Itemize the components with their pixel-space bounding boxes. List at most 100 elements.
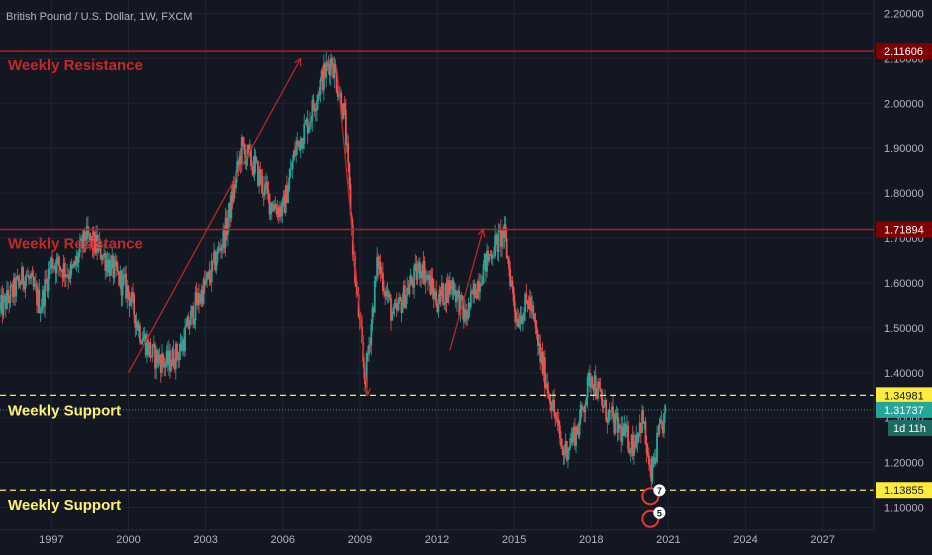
candle-body bbox=[210, 260, 213, 283]
price-tick-label: 1.60000 bbox=[884, 278, 924, 290]
candle-body bbox=[126, 285, 129, 299]
candle-body bbox=[56, 256, 59, 259]
candle-body bbox=[421, 271, 424, 279]
candle-body bbox=[496, 234, 499, 252]
weekly-support-high-price-box bbox=[876, 387, 932, 404]
candle-body bbox=[24, 276, 27, 290]
candle-body bbox=[429, 274, 432, 295]
candle-body bbox=[0, 294, 3, 306]
candle-body bbox=[406, 287, 409, 296]
candle-body bbox=[275, 208, 278, 215]
candle-body bbox=[193, 319, 196, 325]
candle-body bbox=[329, 57, 332, 76]
candle-body bbox=[305, 118, 308, 123]
candle-body bbox=[326, 62, 329, 64]
candle-body bbox=[502, 229, 505, 238]
candle-body bbox=[413, 266, 416, 288]
candle-body bbox=[386, 291, 389, 297]
candle-body bbox=[7, 290, 9, 300]
trend-arrow[interactable] bbox=[449, 229, 483, 351]
time-tick-label: 2018 bbox=[579, 534, 603, 546]
candle-body bbox=[578, 420, 581, 436]
candle-body bbox=[412, 282, 414, 288]
event-count-label: 5 bbox=[657, 508, 662, 518]
candle-body bbox=[398, 297, 400, 304]
candle-body bbox=[556, 419, 559, 420]
candle-body bbox=[364, 378, 367, 388]
candle-body bbox=[306, 118, 309, 134]
candle-body bbox=[152, 344, 155, 346]
weekly-resistance-low-price-box bbox=[876, 221, 932, 238]
candle-body bbox=[571, 433, 574, 443]
candle-body bbox=[63, 262, 66, 277]
candle-body bbox=[401, 302, 404, 313]
candle-body bbox=[115, 261, 118, 271]
candle-body bbox=[491, 257, 494, 259]
candle-body bbox=[479, 283, 481, 292]
candle-body bbox=[26, 275, 29, 277]
candle-body bbox=[501, 229, 503, 247]
candle-body bbox=[180, 343, 183, 351]
candle-body bbox=[327, 63, 330, 67]
candle-body bbox=[67, 274, 70, 279]
candle-body bbox=[255, 161, 258, 163]
candle-body bbox=[301, 138, 303, 149]
trend-arrow[interactable] bbox=[128, 58, 301, 374]
candle-body bbox=[661, 422, 664, 434]
candle-body bbox=[392, 307, 395, 315]
candle-body bbox=[633, 442, 635, 456]
candle-body bbox=[370, 323, 373, 346]
candle-body bbox=[128, 292, 131, 306]
candle-body bbox=[291, 160, 294, 170]
candle-body bbox=[248, 147, 251, 149]
candle-body bbox=[40, 308, 43, 312]
candle-body bbox=[545, 383, 547, 389]
candle-body bbox=[397, 303, 399, 311]
candle-body bbox=[464, 309, 466, 322]
event-count-label: 7 bbox=[657, 486, 662, 496]
candle-body bbox=[489, 254, 492, 255]
candle-body bbox=[181, 339, 184, 351]
candle-body bbox=[580, 404, 583, 408]
price-tick-label: 1.50000 bbox=[884, 323, 924, 335]
candle-body bbox=[158, 354, 161, 361]
candle-body bbox=[393, 307, 396, 308]
trend-arrow[interactable] bbox=[336, 67, 368, 395]
candle-body bbox=[484, 253, 487, 272]
candle-body bbox=[616, 412, 619, 433]
candle-body bbox=[247, 145, 250, 149]
candle-body bbox=[423, 260, 426, 284]
candle-body bbox=[540, 352, 543, 362]
candle-body bbox=[526, 300, 529, 305]
candle-body bbox=[44, 279, 47, 307]
candle-body bbox=[218, 247, 221, 250]
candle-body bbox=[199, 300, 202, 304]
candle-body bbox=[560, 438, 562, 447]
candle-body bbox=[214, 251, 217, 271]
candle-body bbox=[609, 410, 612, 412]
candle-body bbox=[317, 93, 320, 102]
candle-body bbox=[649, 464, 652, 467]
candle-body bbox=[83, 229, 86, 243]
candle-body bbox=[22, 267, 25, 285]
candle-body bbox=[354, 256, 357, 283]
candle-body bbox=[222, 228, 225, 246]
candle-body bbox=[299, 138, 302, 151]
candle-body bbox=[453, 289, 456, 295]
candle-body bbox=[32, 276, 35, 287]
candle-body bbox=[34, 284, 37, 287]
time-tick-label: 2009 bbox=[348, 534, 372, 546]
candle-body bbox=[346, 143, 348, 146]
candle-body bbox=[607, 409, 610, 423]
candle-body bbox=[106, 260, 109, 273]
candle-body bbox=[170, 365, 173, 371]
candle-body bbox=[656, 432, 658, 462]
candle-body bbox=[624, 423, 627, 432]
candle-body bbox=[415, 264, 418, 280]
candle-body bbox=[172, 349, 175, 367]
candle-body bbox=[85, 226, 88, 245]
candle-body bbox=[252, 166, 255, 175]
time-axis[interactable]: 1997 2000 2003 2006 2009 2012 2015 2018 2021 2024… bbox=[39, 534, 835, 546]
candle-body bbox=[43, 289, 45, 307]
